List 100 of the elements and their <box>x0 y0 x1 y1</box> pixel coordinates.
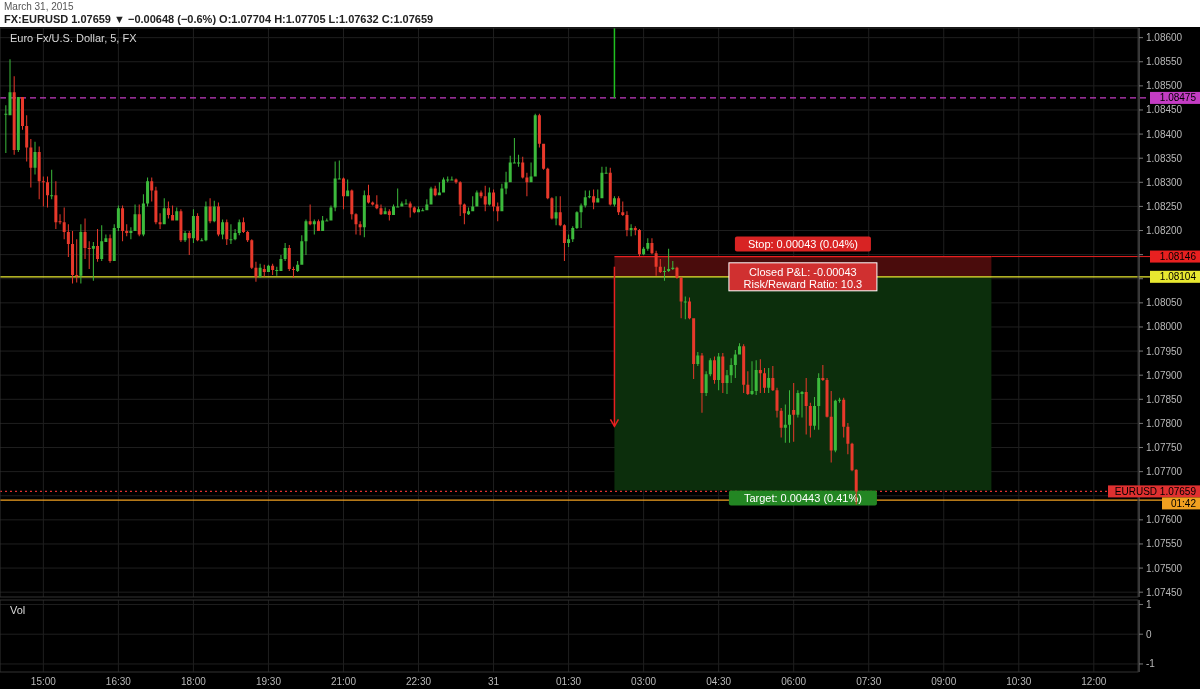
candlestick <box>763 367 766 394</box>
candlestick <box>621 201 625 217</box>
candlestick <box>825 378 829 418</box>
candlestick <box>725 369 729 394</box>
candlestick <box>296 260 300 272</box>
y-tick-label: 1.07550 <box>1146 538 1183 550</box>
chart-title: Vol <box>10 604 26 616</box>
candlestick <box>667 248 671 272</box>
candlestick <box>362 190 366 238</box>
candlestick <box>350 189 354 220</box>
candlestick <box>471 196 475 212</box>
candlestick <box>21 96 25 130</box>
candlestick <box>433 185 437 197</box>
candlestick <box>533 113 537 177</box>
candlestick <box>171 205 175 221</box>
ref-line-label: 01:42 <box>1170 497 1197 509</box>
candlestick <box>179 209 183 243</box>
candlestick <box>79 224 83 284</box>
y-tick-label: 1.08400 <box>1146 128 1183 140</box>
candlestick <box>208 198 212 224</box>
candlestick <box>721 353 725 394</box>
candlestick <box>783 404 787 443</box>
candlestick <box>625 211 629 237</box>
candlestick <box>158 213 162 230</box>
candlestick <box>29 138 33 188</box>
price-tag: 01:42 <box>1162 497 1200 510</box>
y-tick-label: 1.08500 <box>1146 80 1183 92</box>
chart-subtitle: FX:EURUSD 1.07659 ▼ −0.00648 (−0.6%) O:1.07704 H:1.07705 L:1.07632 C:1.07659 <box>4 13 434 25</box>
x-tick-label: 16:30 <box>105 676 132 687</box>
candlestick <box>817 373 821 430</box>
candlestick <box>187 231 191 256</box>
candlestick <box>567 234 571 247</box>
y-tick-label: 1.08550 <box>1146 56 1183 68</box>
candlestick <box>525 172 529 197</box>
candlestick <box>833 399 837 453</box>
candlestick <box>742 344 746 394</box>
candlestick <box>779 407 783 438</box>
candlestick <box>16 96 20 152</box>
candlestick <box>412 206 416 214</box>
candlestick <box>162 198 166 225</box>
candlestick <box>258 263 262 278</box>
candlestick <box>75 239 79 283</box>
candlestick <box>4 105 8 153</box>
candlestick <box>62 207 66 240</box>
candlestick <box>754 360 758 395</box>
candlestick <box>679 276 683 319</box>
candlestick <box>750 361 754 395</box>
candlestick <box>216 202 220 237</box>
candlestick <box>91 242 95 281</box>
candlestick <box>537 113 541 148</box>
candlestick <box>429 186 433 205</box>
candlestick <box>487 187 491 206</box>
chart-title: Euro Fx/U.S. Dollar, 5, FX <box>10 32 138 44</box>
candlestick <box>100 225 104 261</box>
candlestick <box>321 216 325 232</box>
candlestick <box>191 209 195 244</box>
candlestick <box>329 205 333 221</box>
candlestick <box>737 343 741 355</box>
candlestick <box>283 243 287 261</box>
candlestick <box>654 250 658 276</box>
candlestick <box>583 190 587 208</box>
candlestick <box>308 204 312 226</box>
candlestick <box>700 353 704 413</box>
candlestick <box>462 203 466 225</box>
x-tick-label: 18:00 <box>180 676 207 687</box>
x-tick-label: 06:00 <box>781 676 807 687</box>
candlestick <box>562 224 566 261</box>
ref-line-label: 1.08475 <box>1159 92 1197 104</box>
y-tick-label: 1.07450 <box>1146 586 1183 598</box>
y-tick-label: 1.08050 <box>1146 297 1183 309</box>
candlestick <box>587 190 591 199</box>
candlestick <box>842 397 846 438</box>
candlestick <box>25 115 29 162</box>
candlestick <box>121 205 125 242</box>
candlestick <box>125 224 129 237</box>
y-tick-label: 1.08200 <box>1146 225 1183 237</box>
candlestick <box>608 167 612 206</box>
annotation: Risk/Reward Ratio: 10.3 <box>743 277 863 290</box>
candlestick <box>467 207 471 216</box>
ref-line-label: EURUSD 1.07659 <box>1114 485 1197 497</box>
candlestick <box>475 190 479 207</box>
candlestick <box>383 207 387 215</box>
candlestick <box>129 227 133 240</box>
candlestick <box>437 182 441 196</box>
x-tick-label: 21:00 <box>330 676 357 687</box>
candlestick <box>175 207 179 221</box>
candlestick <box>717 353 721 391</box>
candlestick <box>266 264 270 272</box>
x-tick-label: 03:00 <box>631 676 657 687</box>
y-tick-label: 1.08600 <box>1146 32 1183 44</box>
candlestick <box>141 194 145 237</box>
candlestick <box>483 185 487 212</box>
y-tick-label: 1.08000 <box>1146 321 1183 333</box>
x-tick-label: 19:30 <box>255 676 282 687</box>
candlestick <box>500 183 504 212</box>
candlestick <box>200 238 204 242</box>
candlestick <box>604 166 608 174</box>
candlestick <box>796 390 800 418</box>
y-tick-label: 1.07850 <box>1146 393 1183 405</box>
candlestick <box>821 365 825 381</box>
